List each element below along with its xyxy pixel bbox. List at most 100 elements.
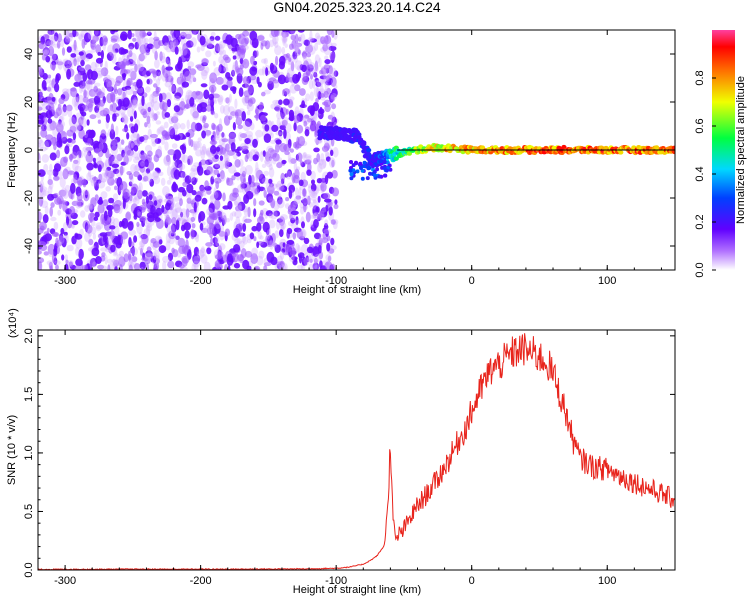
spectrogram-x-axis-title: Height of straight line (km) bbox=[293, 284, 421, 296]
y-tick-label: 1.5 bbox=[23, 387, 35, 402]
spectrogram-cell bbox=[312, 246, 320, 258]
spectrogram-cell bbox=[174, 159, 183, 169]
spectrogram-cell bbox=[208, 203, 216, 213]
spectrogram-cell bbox=[236, 202, 242, 211]
spectrogram-cell bbox=[100, 67, 109, 77]
spectrogram-cell bbox=[94, 211, 100, 218]
spectrogram-cell bbox=[173, 116, 178, 124]
spectrogram-cell bbox=[155, 195, 164, 206]
spectrogram-cell bbox=[261, 163, 267, 168]
spectrogram-cell bbox=[75, 258, 83, 267]
spectrogram-cell bbox=[46, 227, 50, 234]
spectrogram-cell bbox=[213, 187, 217, 196]
spectrogram-cell bbox=[289, 30, 295, 34]
spectrogram-cell bbox=[281, 119, 288, 127]
spectrogram-cell bbox=[120, 181, 128, 192]
spectrogram-cell bbox=[193, 145, 197, 151]
spectrogram-cell bbox=[185, 208, 190, 218]
spectrogram-cell bbox=[272, 99, 280, 105]
spectrogram-cell bbox=[330, 149, 334, 156]
spectrogram-cell bbox=[265, 67, 269, 77]
spectrogram-cell bbox=[118, 184, 125, 193]
spectrogram-cell bbox=[133, 171, 140, 178]
spectrogram-cell bbox=[216, 146, 221, 152]
spectrogram-cell bbox=[180, 224, 186, 232]
spectrogram-cell bbox=[285, 170, 292, 180]
spectrogram-cell bbox=[185, 40, 194, 48]
spectrogram-cell bbox=[193, 255, 201, 264]
spectrogram-cell bbox=[256, 241, 260, 249]
spectrogram-cell bbox=[120, 31, 128, 41]
spectrogram-cell bbox=[63, 231, 68, 236]
spectrogram-cell bbox=[60, 227, 65, 235]
spectrogram-cell bbox=[133, 156, 140, 164]
spectrogram-cell bbox=[128, 172, 134, 180]
spectrogram-cell bbox=[92, 35, 99, 42]
spectrogram-cell bbox=[158, 171, 164, 177]
spectrogram-cell bbox=[50, 202, 55, 208]
spectrogram-cell bbox=[66, 104, 73, 112]
spectrogram-cell bbox=[204, 225, 210, 234]
spectrogram-cell bbox=[59, 177, 66, 188]
spectrogram-cell bbox=[264, 159, 271, 165]
spectrogram-cell bbox=[188, 79, 193, 85]
spectrogram-cell bbox=[146, 43, 154, 50]
spectrogram-cell bbox=[184, 94, 190, 103]
spectrogram-cell bbox=[298, 187, 302, 198]
spectrogram-cell bbox=[275, 55, 279, 66]
spectrogram-cell bbox=[84, 264, 89, 270]
spectrogram-cell bbox=[165, 154, 171, 163]
spectrogram-cell bbox=[171, 83, 177, 95]
spectrogram-cell bbox=[140, 108, 147, 116]
spectrogram-cell bbox=[276, 111, 284, 120]
spectrogram-cell bbox=[283, 144, 291, 152]
spectrogram-cell bbox=[281, 159, 287, 165]
spectrogram-cell bbox=[54, 163, 61, 172]
spectrogram-cell bbox=[323, 64, 331, 71]
spectrogram-cell bbox=[199, 146, 207, 156]
spectrogram-cell bbox=[304, 154, 312, 159]
spectrogram-cell bbox=[127, 30, 132, 40]
spectrogram-cell bbox=[89, 114, 97, 120]
spectrogram-cell bbox=[322, 101, 329, 106]
spectrogram-cell bbox=[278, 186, 285, 191]
spectrogram-cell bbox=[53, 232, 60, 238]
spectrogram-cell bbox=[210, 31, 216, 37]
spectrogram-cell bbox=[310, 191, 318, 198]
spectrogram-cell bbox=[284, 123, 292, 133]
spectrogram-track-cell bbox=[377, 174, 382, 179]
spectrogram-cell bbox=[168, 40, 174, 50]
spectrogram-cell bbox=[232, 86, 237, 95]
spectrogram-cell bbox=[70, 53, 77, 58]
spectrogram-cell bbox=[170, 116, 179, 124]
spectrogram-cell bbox=[210, 145, 217, 155]
spectrogram-cell bbox=[71, 151, 78, 159]
spectrogram-cell bbox=[144, 253, 153, 259]
spectrogram-cell bbox=[322, 207, 327, 213]
spectrogram-cell bbox=[171, 208, 178, 219]
spectrogram-cell bbox=[78, 149, 82, 159]
spectrogram-cell bbox=[132, 197, 137, 203]
spectrogram-cell bbox=[77, 176, 84, 187]
spectrogram-cell bbox=[193, 111, 199, 116]
spectrogram-cell bbox=[51, 96, 56, 102]
spectrogram-cell bbox=[138, 53, 145, 62]
spectrogram-cell bbox=[286, 240, 295, 245]
spectrogram-cell bbox=[165, 66, 173, 71]
spectrogram-cell bbox=[313, 213, 319, 219]
spectrogram-cell bbox=[86, 172, 92, 182]
colorbar-tick-label: 0.0 bbox=[694, 262, 706, 277]
spectrogram-cell bbox=[324, 219, 329, 227]
spectrogram-cell bbox=[301, 194, 309, 205]
y-tick-label: 0 bbox=[23, 147, 35, 153]
spectrogram-cell bbox=[112, 193, 119, 201]
spectrogram-cell bbox=[257, 231, 262, 240]
spectrogram-cell bbox=[58, 97, 65, 105]
spectrogram-cell bbox=[82, 72, 88, 82]
spectrogram-cell bbox=[263, 133, 272, 143]
spectrogram-cell bbox=[78, 55, 82, 63]
spectrogram-cell bbox=[55, 264, 59, 270]
spectrogram-cell bbox=[136, 79, 143, 89]
spectrogram-track-cell bbox=[361, 140, 367, 145]
spectrogram-cell bbox=[106, 258, 113, 264]
